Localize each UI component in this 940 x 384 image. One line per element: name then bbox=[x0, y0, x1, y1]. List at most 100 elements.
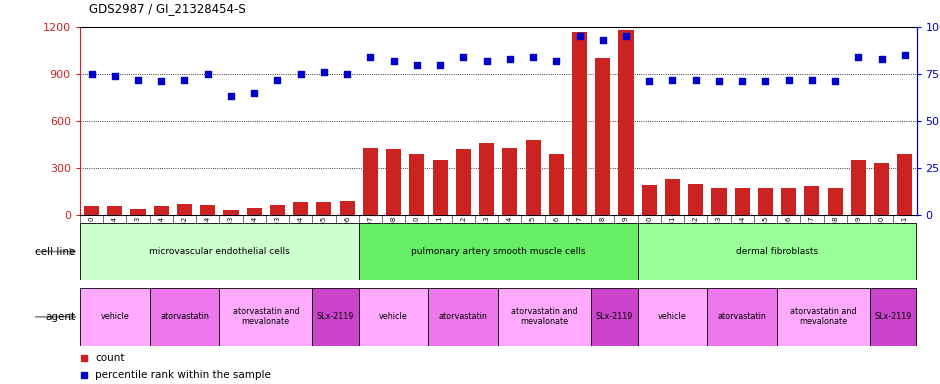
Text: atorvastatin and
mevalonate: atorvastatin and mevalonate bbox=[511, 307, 578, 326]
Text: GSM215337: GSM215337 bbox=[809, 216, 815, 258]
Point bbox=[293, 71, 308, 77]
Bar bbox=[642, 185, 657, 215]
Bar bbox=[153, 207, 169, 215]
Bar bbox=[777, 288, 870, 346]
Point bbox=[456, 54, 471, 60]
Point bbox=[688, 76, 703, 83]
Bar bbox=[246, 208, 261, 215]
Point bbox=[874, 56, 889, 62]
Bar bbox=[359, 288, 429, 346]
Text: GSM215332: GSM215332 bbox=[693, 216, 698, 258]
Text: GSM215244: GSM215244 bbox=[112, 216, 118, 258]
Text: GSM215338: GSM215338 bbox=[832, 216, 838, 258]
Bar bbox=[874, 163, 889, 215]
Text: GSM215330: GSM215330 bbox=[647, 216, 652, 258]
Point bbox=[758, 78, 773, 84]
Text: vehicle: vehicle bbox=[379, 312, 408, 321]
Point bbox=[805, 76, 820, 83]
Bar bbox=[386, 149, 401, 215]
Text: cell line: cell line bbox=[35, 247, 75, 257]
Bar bbox=[317, 202, 332, 215]
Bar bbox=[339, 201, 354, 215]
Bar bbox=[827, 188, 843, 215]
Point bbox=[200, 71, 215, 77]
Point bbox=[246, 90, 261, 96]
Bar bbox=[525, 140, 540, 215]
Text: GSM215313: GSM215313 bbox=[483, 216, 490, 258]
Point bbox=[317, 69, 332, 75]
Text: SLx-2119: SLx-2119 bbox=[874, 312, 912, 321]
Text: GSM215335: GSM215335 bbox=[762, 216, 768, 258]
Bar bbox=[84, 207, 99, 215]
Text: GSM215311: GSM215311 bbox=[437, 216, 443, 258]
Text: GSM215327: GSM215327 bbox=[576, 216, 583, 258]
Text: GSM215331: GSM215331 bbox=[669, 216, 676, 258]
Bar bbox=[851, 160, 866, 215]
Bar bbox=[432, 160, 447, 215]
Bar bbox=[688, 184, 703, 215]
Text: SLx-2119: SLx-2119 bbox=[317, 312, 354, 321]
Bar bbox=[359, 223, 637, 280]
Bar bbox=[595, 58, 610, 215]
Bar bbox=[637, 223, 916, 280]
Text: GSM215340: GSM215340 bbox=[879, 216, 885, 258]
Point bbox=[177, 76, 192, 83]
Point bbox=[502, 56, 517, 62]
Bar bbox=[177, 204, 192, 215]
Point bbox=[781, 76, 796, 83]
Bar bbox=[312, 288, 359, 346]
Text: vehicle: vehicle bbox=[658, 312, 687, 321]
Text: GSM215296: GSM215296 bbox=[344, 216, 350, 258]
Point bbox=[898, 52, 913, 58]
Bar bbox=[619, 30, 634, 215]
Bar bbox=[758, 188, 773, 215]
Point bbox=[339, 71, 354, 77]
Point bbox=[107, 73, 122, 79]
Bar bbox=[429, 288, 498, 346]
Text: GSM215283: GSM215283 bbox=[228, 216, 234, 258]
Point bbox=[432, 61, 447, 68]
Text: SLx-2119: SLx-2119 bbox=[596, 312, 633, 321]
Text: GSM215310: GSM215310 bbox=[414, 216, 420, 258]
Point bbox=[642, 78, 657, 84]
Text: dermal fibroblasts: dermal fibroblasts bbox=[736, 247, 818, 256]
Text: atorvastatin and
mevalonate: atorvastatin and mevalonate bbox=[791, 307, 856, 326]
Text: GSM215325: GSM215325 bbox=[530, 216, 536, 258]
Text: atorvastatin and
mevalonate: atorvastatin and mevalonate bbox=[232, 307, 299, 326]
Bar bbox=[712, 189, 727, 215]
Bar bbox=[549, 154, 564, 215]
Bar bbox=[80, 223, 359, 280]
Point bbox=[665, 76, 680, 83]
Bar bbox=[219, 288, 312, 346]
Bar bbox=[805, 186, 820, 215]
Text: GSM215341: GSM215341 bbox=[901, 216, 908, 258]
Text: GSM215295: GSM215295 bbox=[321, 216, 327, 258]
Point bbox=[224, 93, 239, 99]
Text: GSM215329: GSM215329 bbox=[623, 216, 629, 258]
Bar bbox=[498, 288, 591, 346]
Text: GSM215284: GSM215284 bbox=[251, 216, 258, 258]
Text: microvascular endothelial cells: microvascular endothelial cells bbox=[149, 247, 290, 256]
Text: GSM215312: GSM215312 bbox=[461, 216, 466, 258]
Bar bbox=[707, 288, 777, 346]
Point bbox=[851, 54, 866, 60]
Point bbox=[735, 78, 750, 84]
Point bbox=[409, 61, 424, 68]
Bar bbox=[898, 154, 913, 215]
Point bbox=[827, 78, 842, 84]
Text: atorvastatin: atorvastatin bbox=[439, 312, 488, 321]
Bar bbox=[131, 209, 146, 215]
Bar bbox=[409, 154, 425, 215]
Bar bbox=[781, 188, 796, 215]
Text: agent: agent bbox=[45, 312, 75, 322]
Text: count: count bbox=[95, 353, 124, 363]
Point bbox=[525, 54, 540, 60]
Bar bbox=[293, 202, 308, 215]
Text: percentile rank within the sample: percentile rank within the sample bbox=[95, 370, 271, 381]
Bar bbox=[637, 288, 707, 346]
Point bbox=[84, 71, 99, 77]
Text: GSM214810: GSM214810 bbox=[88, 216, 95, 258]
Point bbox=[131, 76, 146, 83]
Bar bbox=[456, 149, 471, 215]
Text: GSM215297: GSM215297 bbox=[368, 216, 373, 258]
